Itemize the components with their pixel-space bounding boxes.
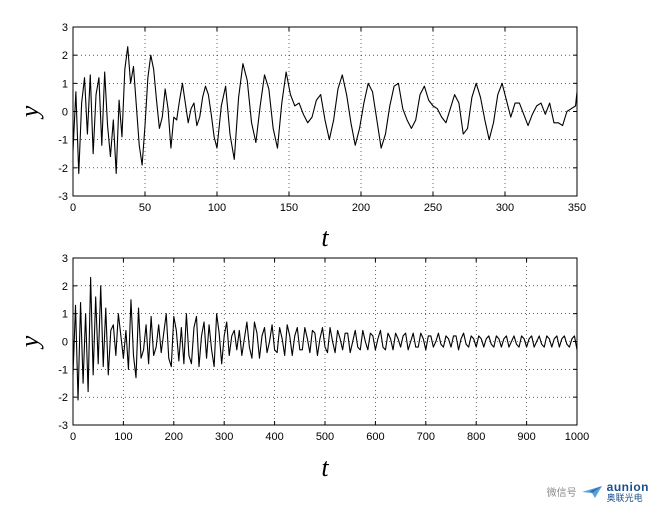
- y-tick-label-5: 2: [62, 281, 68, 293]
- y-tick-label-4: 1: [62, 78, 68, 90]
- watermark-side-text: 微信号: [546, 488, 577, 500]
- series-line: [72, 46, 578, 175]
- paper-plane-icon: [581, 485, 602, 498]
- y-tick-label-1: -2: [58, 392, 68, 404]
- watermark-brand-bottom: 奥联光电: [606, 492, 643, 503]
- x-tick-label-9: 900: [517, 431, 535, 443]
- x-tick-label-5: 500: [316, 431, 334, 443]
- x-tick-label-7: 350: [568, 202, 586, 214]
- chart-top: 0 50 100 150 200 250 300 350 -3 -2 -1 0 1 2 3 t y: [15, 22, 586, 252]
- x-tick-label-6: 600: [366, 431, 384, 443]
- x-tick-label-1: 50: [139, 202, 151, 214]
- y-axis-label: y: [15, 335, 44, 350]
- x-tick-label-3: 150: [280, 202, 298, 214]
- y-axis-label: y: [15, 105, 44, 120]
- y-tick-label-6: 3: [62, 22, 68, 34]
- series-line: [72, 276, 578, 401]
- y-tick-label-0: -3: [58, 191, 68, 203]
- y-tick-label-3: 0: [62, 107, 68, 119]
- x-tick-label-3: 300: [215, 431, 233, 443]
- x-tick-label-8: 800: [467, 431, 485, 443]
- x-tick-label-0: 0: [70, 431, 76, 443]
- x-tick-label-6: 300: [496, 202, 514, 214]
- x-tick-label-1: 100: [114, 431, 132, 443]
- x-tick-label-4: 400: [265, 431, 283, 443]
- x-tick-label-0: 0: [70, 202, 76, 214]
- x-tick-label-7: 700: [417, 431, 435, 443]
- y-tick-label-3: 0: [62, 337, 68, 349]
- x-axis-label: t: [321, 223, 329, 252]
- x-tick-label-2: 100: [208, 202, 226, 214]
- y-tick-label-6: 3: [62, 253, 68, 265]
- y-tick-label-4: 1: [62, 309, 68, 321]
- x-tick-label-5: 250: [424, 202, 442, 214]
- chart-bottom: 0 100 200 300 400 500 600 700 800 900 1000 -3 -2 -1 0 1…: [15, 253, 589, 482]
- y-tick-label-5: 2: [62, 50, 68, 62]
- watermark-brand: aunion 奥联光电: [607, 481, 649, 503]
- x-tick-label-10: 1000: [565, 431, 589, 443]
- watermark: 微信号 aunion 奥联光电: [547, 481, 649, 503]
- x-tick-label-2: 200: [165, 431, 183, 443]
- x-axis-label: t: [321, 453, 329, 482]
- y-tick-label-0: -3: [58, 420, 68, 432]
- y-tick-label-1: -2: [58, 163, 68, 175]
- x-tick-label-4: 200: [352, 202, 370, 214]
- y-tick-label-2: -1: [58, 135, 68, 147]
- y-tick-label-2: -1: [58, 364, 68, 376]
- watermark-brand-top: aunion: [606, 479, 649, 494]
